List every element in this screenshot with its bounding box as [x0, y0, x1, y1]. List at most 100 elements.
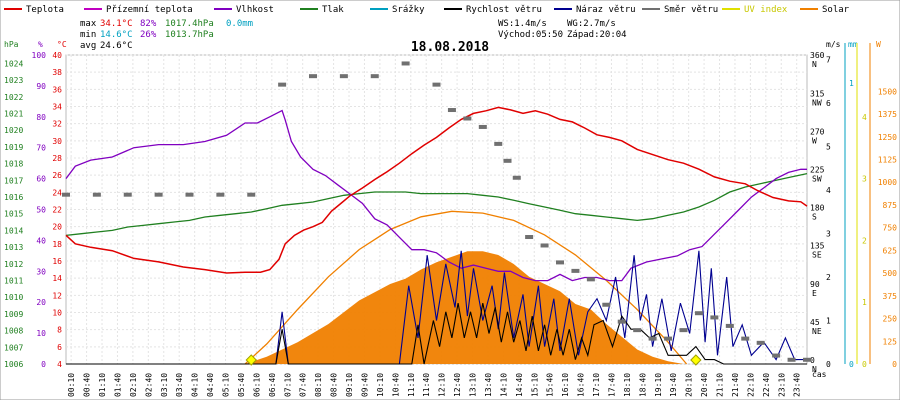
tick-label-time: 10:40 — [391, 373, 400, 397]
tick-label-solar: 1250 — [878, 133, 897, 142]
tick-label-solar: 1375 — [878, 110, 897, 119]
tick-label-time: 01:10 — [98, 373, 107, 397]
wind-direction-mark — [586, 277, 595, 282]
tick-label-direction-degree: 90 — [810, 280, 820, 289]
tick-label-time: 02:40 — [144, 373, 153, 397]
legend-item: Teplota — [26, 5, 64, 15]
stat-max-temp: 34.1°C — [100, 19, 133, 29]
tick-label-uv: 4 — [862, 113, 867, 122]
tick-label-time: 16:40 — [577, 373, 586, 397]
tick-label-pressure: 1012 — [4, 260, 23, 269]
tick-label-pressure: 1019 — [4, 143, 23, 152]
tick-label-direction: SW — [812, 175, 822, 184]
tick-label-time: 08:10 — [314, 373, 323, 397]
tick-label-direction-degree: 45 — [810, 318, 820, 327]
wind-direction-mark — [556, 260, 564, 265]
chart-title: 18.08.2018 — [411, 40, 489, 55]
tick-label-humidity: 60 — [36, 175, 46, 184]
stat-max-pressure: 1017.4hPa — [165, 19, 214, 29]
tick-label-temp: 28 — [52, 154, 62, 163]
tick-label-solar: 125 — [883, 337, 898, 346]
tick-label-wind: 1 — [826, 316, 831, 325]
tick-label-time: 11:40 — [422, 373, 431, 397]
tick-label-pressure: 1010 — [4, 293, 23, 302]
legend-item: Směr větru — [664, 5, 718, 15]
tick-label-temp: 20 — [52, 223, 62, 232]
series-wind-speed — [66, 302, 807, 365]
tick-label-time: 18:40 — [638, 373, 647, 397]
wind-direction-mark — [309, 74, 317, 79]
axis-label-ms: m/s — [826, 40, 841, 49]
tick-label-time: 07:40 — [299, 373, 308, 397]
tick-label-time: 17:40 — [607, 373, 616, 397]
tick-label-direction-degree: 225 — [810, 166, 825, 175]
tick-label-pressure: 1024 — [4, 59, 23, 68]
wind-direction-mark — [648, 336, 657, 341]
tick-label-time: 01:40 — [113, 373, 122, 397]
wind-direction-mark — [463, 116, 472, 121]
wind-direction-mark — [339, 74, 348, 79]
tick-label-solar: 1500 — [878, 87, 897, 96]
tick-label-time: 20:10 — [685, 373, 694, 397]
tick-label-direction: N — [812, 60, 817, 69]
wind-direction-mark — [772, 353, 781, 358]
legend-item: Přízemní teplota — [106, 5, 193, 15]
tick-label-rain: 0 — [849, 360, 854, 369]
tick-label-direction-degree: 270 — [810, 127, 825, 136]
wind-direction-mark — [216, 192, 225, 197]
tick-label-time: 17:10 — [592, 373, 601, 397]
tick-label-wind: 4 — [826, 186, 831, 195]
tick-label-time: 06:10 — [252, 373, 261, 397]
tick-label-time: 10:10 — [376, 373, 385, 397]
tick-label-time: 06:40 — [268, 373, 277, 397]
tick-label-time: 12:40 — [453, 373, 462, 397]
tick-label-time: 14:40 — [515, 373, 524, 397]
tick-label-pressure: 1018 — [4, 160, 23, 169]
stats-block: max 34.1°C 82% 1017.4hPa 0.0mm min 14.6°… — [80, 19, 627, 51]
legend: Teplota Přízemní teplota Vlhkost Tlak Srážky… — [4, 5, 850, 15]
tick-label-time: 08:40 — [330, 373, 339, 397]
tick-label-solar: 375 — [883, 292, 898, 301]
wind-direction-mark — [571, 268, 580, 273]
tick-label-temp: 12 — [52, 291, 62, 300]
tick-label-pressure: 1007 — [4, 343, 23, 352]
wind-direction-mark — [694, 311, 703, 316]
tick-label-uv: 1 — [862, 298, 867, 307]
tick-label-temp: 32 — [52, 120, 62, 129]
axis-label-w: W — [876, 40, 881, 49]
wind-direction-mark — [525, 235, 534, 240]
tick-label-temp: 10 — [52, 309, 62, 318]
tick-label-time: 05:10 — [222, 373, 231, 397]
series-solar-theoretical — [244, 210, 688, 365]
plot-area — [62, 61, 811, 366]
tick-label-solar: 875 — [883, 201, 898, 210]
tick-label-pressure: 1009 — [4, 310, 23, 319]
wind-direction-mark — [664, 336, 673, 341]
tick-label-temp: 4 — [57, 360, 62, 369]
stat-sunrise: Východ:05:50 — [498, 30, 563, 40]
wind-direction-mark — [154, 192, 163, 197]
tick-label-wind: 0 — [826, 360, 831, 369]
tick-label-humidity: 20 — [36, 298, 46, 307]
tick-label-solar: 0 — [892, 360, 897, 369]
tick-label-pressure: 1020 — [4, 126, 23, 135]
tick-label-direction: NE — [812, 327, 822, 336]
wind-direction-mark — [123, 192, 132, 197]
tick-label-humidity: 100 — [32, 51, 47, 60]
wind-direction-mark — [185, 192, 194, 197]
legend-item: Rychlost větru — [466, 5, 542, 15]
tick-label-pressure: 1011 — [4, 276, 23, 285]
tick-label-time: 05:40 — [237, 373, 246, 397]
tick-label-time: 14:10 — [499, 373, 508, 397]
axis-label-mm: mm — [848, 40, 858, 49]
axis-label-time: čas — [812, 369, 827, 379]
tick-label-direction: S — [812, 213, 817, 222]
tick-label-wind: 3 — [826, 229, 831, 238]
tick-label-time: 20:40 — [700, 373, 709, 397]
tick-label-uv: 3 — [862, 175, 867, 184]
stat-max-humidity: 82% — [140, 19, 157, 29]
tick-label-pressure: 1021 — [4, 109, 23, 118]
tick-label-temp: 30 — [52, 137, 62, 146]
uv-marker — [690, 354, 702, 366]
